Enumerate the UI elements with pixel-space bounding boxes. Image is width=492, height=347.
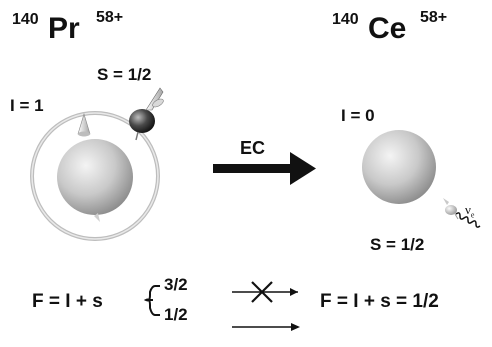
ce-nuclear-spin: I = 0 — [341, 106, 375, 125]
forbidden-transition-arrow-icon — [232, 281, 298, 303]
pr-mass-number: 140 — [12, 11, 39, 28]
pr-charge: 58+ — [96, 9, 124, 26]
ce-electron-spin: S = 1/2 — [370, 235, 425, 254]
neutrino-wave-icon — [455, 212, 481, 228]
ce-nucleus — [362, 130, 436, 204]
ce-mass-number: 140 — [332, 11, 359, 28]
pr-nuclear-spin: I = 1 — [10, 96, 44, 115]
emitted-particle-icon — [443, 198, 459, 220]
ce-charge: 58+ — [420, 9, 448, 26]
allowed-transition-arrow-icon — [232, 323, 300, 331]
left-f-formula: F = I + s — [32, 291, 103, 312]
electron-icon — [129, 87, 164, 141]
f-branch-upper: 3/2 — [164, 275, 188, 294]
right-f-formula: F = I + s = 1/2 — [320, 291, 439, 312]
ce-atom — [362, 130, 481, 228]
f-branch-lower: 1/2 — [164, 305, 188, 324]
ec-label: EC — [240, 138, 266, 158]
neutrino-symbol: νe — [465, 202, 475, 220]
pr-element-symbol: Pr — [48, 12, 80, 45]
pr-electron-spin: S = 1/2 — [97, 65, 152, 84]
pr-nucleus — [57, 139, 133, 215]
pr-atom — [30, 87, 164, 241]
ec-arrow-icon — [213, 152, 316, 185]
nuclear-spin-arrow-icon — [77, 112, 91, 137]
ce-element-symbol: Ce — [368, 12, 407, 45]
